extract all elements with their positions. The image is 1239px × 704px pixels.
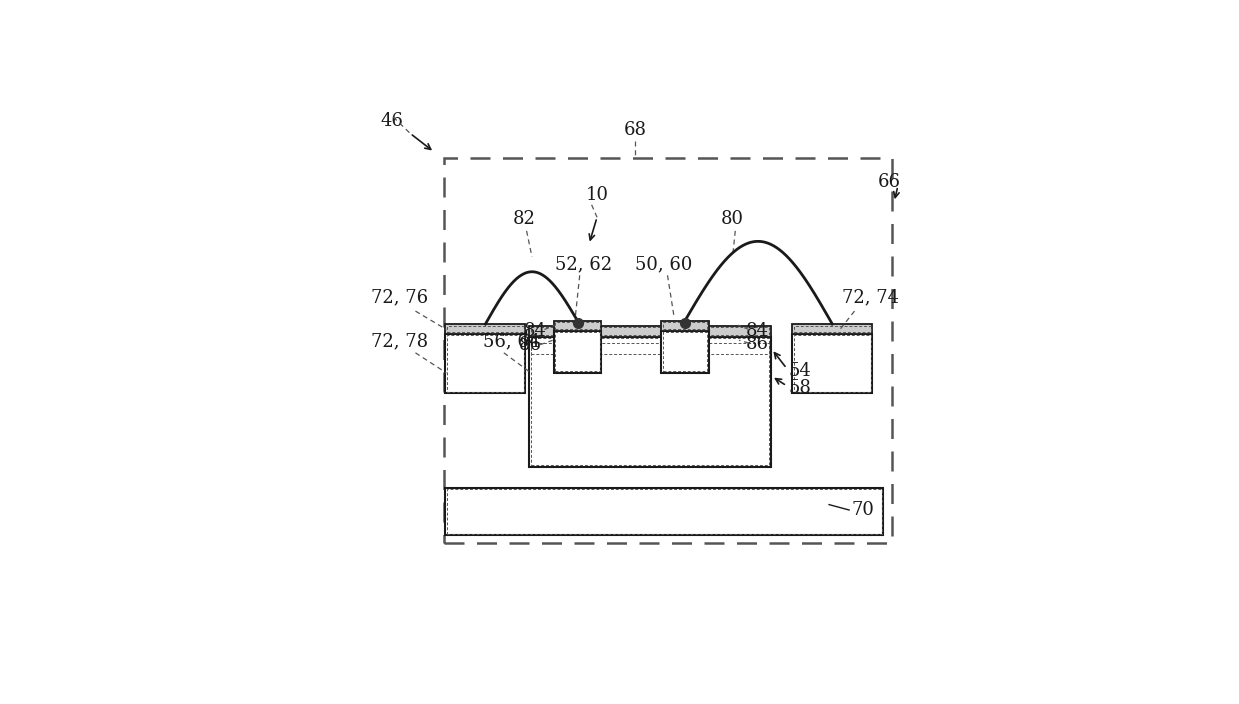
Text: 72, 74: 72, 74 xyxy=(843,289,900,307)
Text: 50, 60: 50, 60 xyxy=(636,255,693,273)
Bar xyxy=(555,332,600,371)
Bar xyxy=(662,321,709,331)
Bar xyxy=(529,326,771,337)
Text: 70: 70 xyxy=(852,501,875,519)
Text: 84: 84 xyxy=(746,322,768,340)
Text: 58: 58 xyxy=(788,379,812,397)
Bar xyxy=(529,337,771,467)
Text: 54: 54 xyxy=(788,362,812,379)
Bar xyxy=(792,334,872,394)
Text: 10: 10 xyxy=(586,186,610,203)
Bar xyxy=(445,488,883,536)
Bar xyxy=(554,321,601,331)
Bar xyxy=(530,338,769,465)
Bar xyxy=(555,322,600,329)
Bar xyxy=(794,326,871,332)
Text: 72, 78: 72, 78 xyxy=(370,332,427,350)
Text: 66: 66 xyxy=(877,173,901,191)
Bar xyxy=(792,324,872,334)
Text: 86: 86 xyxy=(746,334,768,353)
Text: 82: 82 xyxy=(513,210,535,228)
Bar xyxy=(447,336,524,392)
Bar xyxy=(530,327,769,335)
Bar xyxy=(663,322,707,329)
Bar xyxy=(554,331,601,373)
Text: 56, 64: 56, 64 xyxy=(483,332,540,350)
Text: 84: 84 xyxy=(523,322,546,340)
Bar xyxy=(662,331,709,373)
Bar xyxy=(447,326,524,332)
Bar xyxy=(447,489,882,534)
Bar xyxy=(445,334,525,394)
Bar xyxy=(445,324,525,334)
Text: 52, 62: 52, 62 xyxy=(555,255,612,273)
Text: 46: 46 xyxy=(380,112,403,130)
Bar xyxy=(794,336,871,392)
Text: 68: 68 xyxy=(623,120,647,139)
Bar xyxy=(444,158,892,543)
Bar xyxy=(530,343,769,354)
Bar xyxy=(663,332,707,371)
Text: 80: 80 xyxy=(721,210,745,228)
Text: 86: 86 xyxy=(519,336,541,353)
Text: 72, 76: 72, 76 xyxy=(370,289,427,307)
